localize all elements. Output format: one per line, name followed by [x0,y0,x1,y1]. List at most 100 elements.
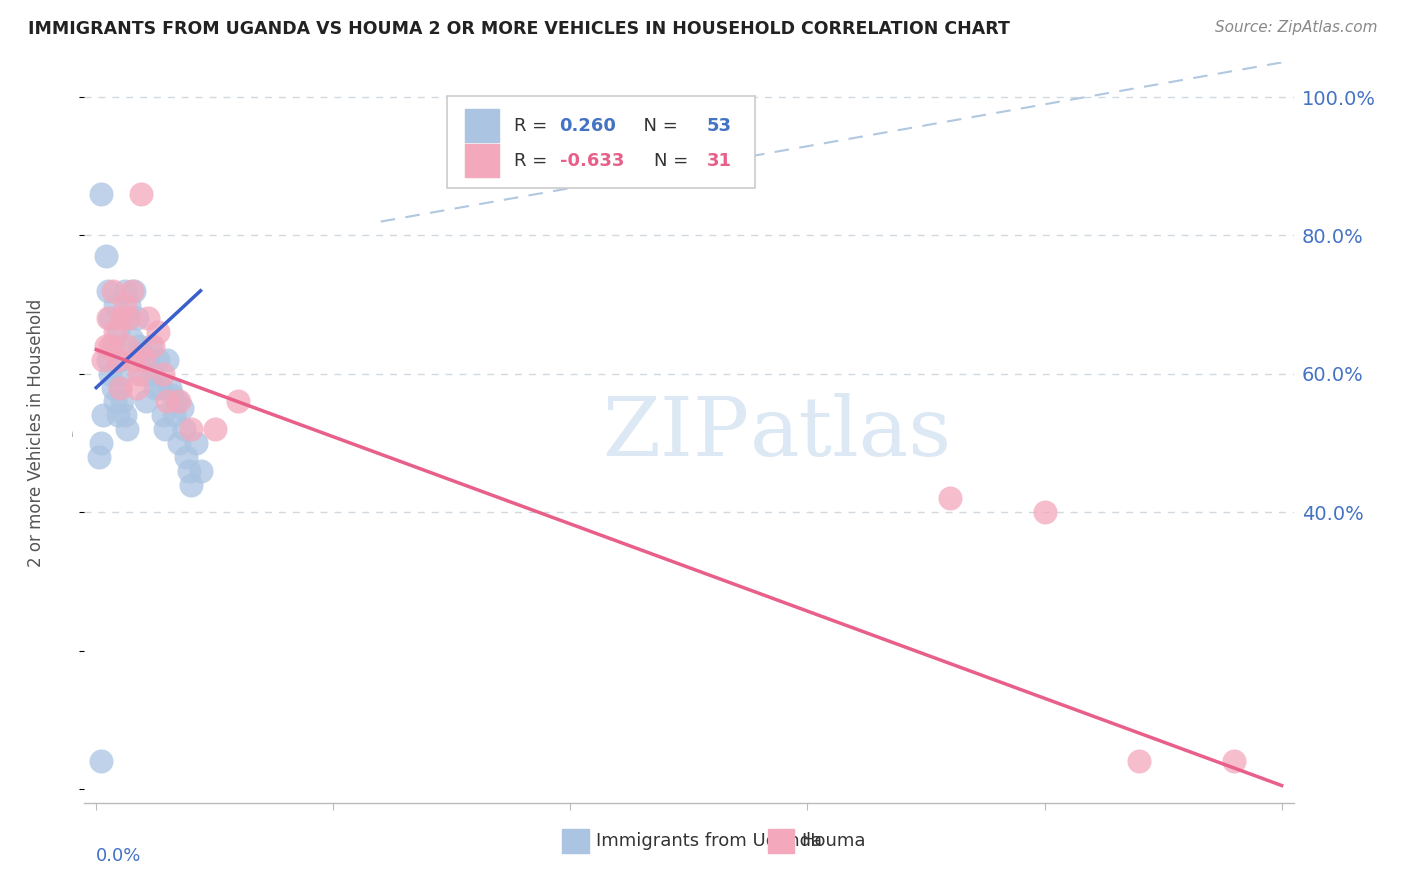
Point [104,326,127,340]
Point [166,394,188,409]
Text: 53: 53 [707,117,733,135]
Point [152,409,174,423]
Point [94,249,117,263]
Point [97,353,120,368]
Point [111,367,134,381]
Text: 2 or more Vehicles in Household: 2 or more Vehicles in Household [27,299,45,566]
Point [129,186,152,201]
FancyBboxPatch shape [447,95,755,188]
Point [97,284,120,298]
Point [115,422,138,436]
Point [156,394,179,409]
Point [146,353,169,368]
Point [167,394,190,409]
Point [118,311,141,326]
Point [180,422,202,436]
Text: 31: 31 [707,152,733,169]
Point [1223,754,1246,768]
Point [111,394,134,409]
Point [1033,505,1056,519]
Point [190,464,212,478]
Point [114,284,136,298]
Text: R =: R = [513,152,553,169]
Point [114,409,136,423]
Point [1128,754,1150,768]
Point [121,284,143,298]
Point [152,367,174,381]
Point [97,311,120,326]
Text: 0.260: 0.260 [560,117,616,135]
Point [938,491,960,506]
Point [122,353,145,368]
Text: 0.0%: 0.0% [96,847,142,865]
Point [139,339,162,353]
Point [160,387,183,401]
Point [91,409,114,423]
Point [108,353,131,368]
Point [228,394,250,409]
Point [132,353,155,368]
Point [142,339,165,353]
Point [146,326,169,340]
Point [184,436,207,450]
Point [167,436,190,450]
Point [149,381,172,395]
Point [173,422,195,436]
Point [115,311,138,326]
Point [132,367,155,381]
Point [145,381,167,395]
Point [122,284,145,298]
Point [138,311,160,326]
Point [180,477,202,491]
Point [118,297,141,311]
Point [90,754,112,768]
Point [104,297,127,311]
Point [101,381,124,395]
Bar [562,830,589,853]
Point [107,326,129,340]
Text: ZIP: ZIP [602,392,749,473]
Point [108,381,131,395]
Point [108,381,131,395]
Point [101,284,124,298]
Point [163,409,186,423]
Text: N =: N = [654,152,695,169]
Point [121,332,143,346]
Point [125,311,148,326]
Bar [465,144,499,178]
Text: Houma: Houma [801,832,866,850]
Bar [465,109,499,143]
Point [111,311,134,326]
Point [100,311,122,326]
Point [94,339,117,353]
Point [90,436,112,450]
Point [153,422,176,436]
Bar [768,830,794,853]
Point [170,401,193,416]
Point [100,339,122,353]
Text: R =: R = [513,117,553,135]
Point [100,367,122,381]
Point [177,464,200,478]
Point [114,297,136,311]
Point [159,381,181,395]
Point [101,339,124,353]
Point [87,450,110,464]
Point [128,367,150,381]
Text: Immigrants from Uganda: Immigrants from Uganda [596,832,823,850]
Point [176,450,198,464]
Point [142,367,165,381]
Point [90,186,112,201]
Point [104,394,127,409]
Text: IMMIGRANTS FROM UGANDA VS HOUMA 2 OR MORE VEHICLES IN HOUSEHOLD CORRELATION CHAR: IMMIGRANTS FROM UGANDA VS HOUMA 2 OR MOR… [28,20,1010,37]
Point [125,381,148,395]
Point [156,353,179,368]
Point [129,346,152,360]
Point [91,353,114,368]
Text: N =: N = [633,117,683,135]
Point [128,339,150,353]
Point [107,353,129,368]
Text: Source: ZipAtlas.com: Source: ZipAtlas.com [1215,20,1378,35]
Text: atlas: atlas [749,392,952,473]
Point [115,339,138,353]
